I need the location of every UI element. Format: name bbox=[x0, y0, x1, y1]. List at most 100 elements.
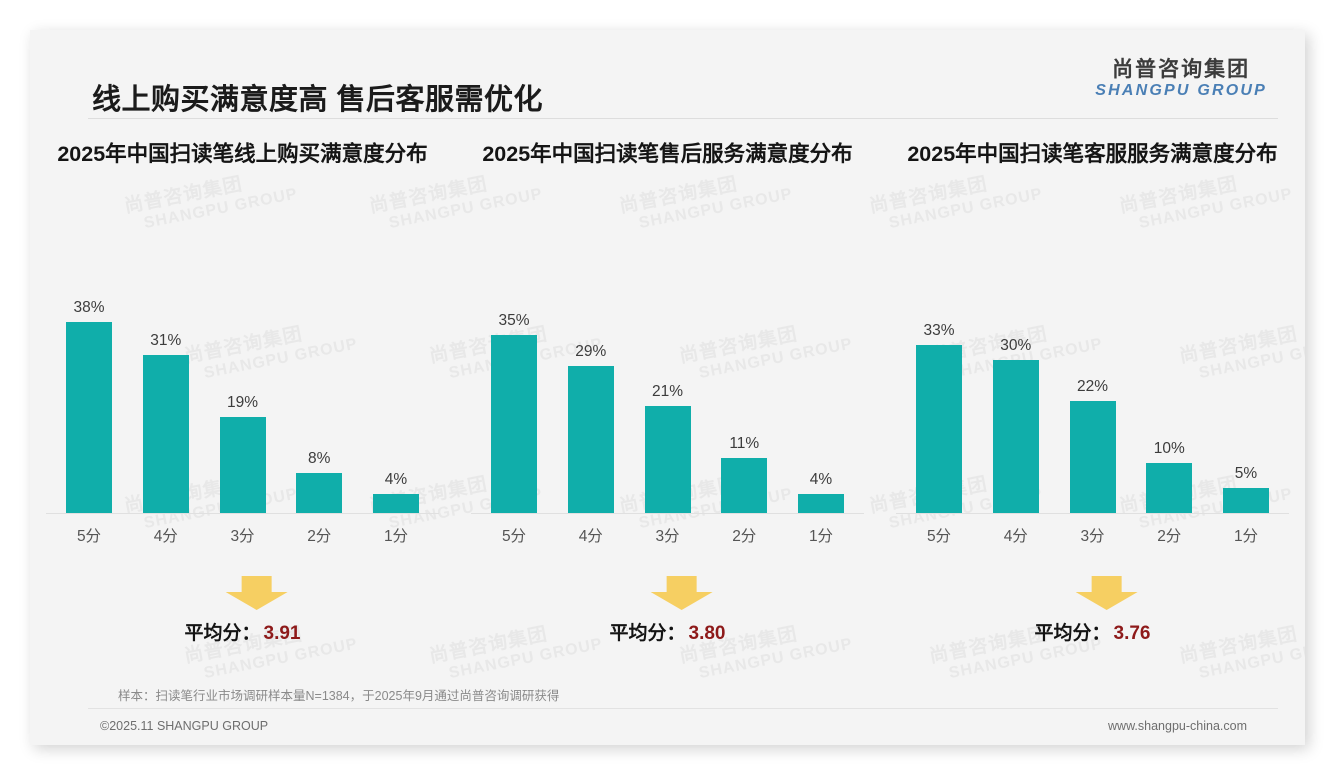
x-axis-tick-label: 4分 bbox=[578, 528, 603, 545]
average-score-label: 平均分： bbox=[1034, 623, 1111, 644]
bar-value-label: 19% bbox=[226, 394, 259, 411]
x-axis-line bbox=[46, 513, 439, 514]
bar-slot: 11% bbox=[707, 299, 781, 514]
slide-footer: ©2025.11 SHANGPU GROUP www.shangpu-china… bbox=[30, 716, 1305, 745]
bar-group: 35% 29% 21% 11% 4% bbox=[477, 299, 858, 514]
bar-value-label: 33% bbox=[923, 322, 955, 339]
footnote: 样本：扫读笔行业市场调研样本量N=1384，于2025年9月通过尚普咨询调研获得 bbox=[118, 689, 560, 703]
bar[interactable] bbox=[1069, 401, 1116, 514]
bar-slot: 35% bbox=[477, 299, 551, 514]
bar[interactable] bbox=[992, 360, 1039, 514]
bar-chart-plot: 33% 30% 22% 10% 5% 5分 4分 3分 2分 1分 bbox=[880, 254, 1305, 545]
bar-chart-plot: 38% 31% 19% 8% 4% 5分 4分 3分 2分 1分 bbox=[30, 254, 455, 545]
x-axis-line bbox=[896, 513, 1289, 514]
x-axis-tick-label: 3分 bbox=[230, 528, 255, 545]
bar-slot: 4% bbox=[784, 299, 858, 514]
logo-english-text: SHANGPU GROUP bbox=[1095, 82, 1267, 100]
bar-slot: 4% bbox=[359, 299, 433, 514]
copyright-text: ©2025.11 SHANGPU GROUP bbox=[100, 719, 269, 733]
bar-value-label: 4% bbox=[384, 471, 408, 488]
bar[interactable] bbox=[142, 355, 189, 514]
bar[interactable] bbox=[219, 417, 266, 514]
x-axis-tick-label: 1分 bbox=[1233, 528, 1259, 545]
bar-slot: 29% bbox=[554, 299, 628, 514]
chart-panel: 2025年中国扫读笔客服服务满意度分布 33% 30% 22% 10% 5% 5分 4分 3分 2… bbox=[880, 140, 1305, 658]
chart-title: 2025年中国扫读笔售后服务满意度分布 bbox=[482, 142, 853, 166]
x-axis-line bbox=[471, 513, 864, 514]
company-logo: 尚普咨询集团 SHANGPU GROUP bbox=[1095, 58, 1267, 101]
website-url[interactable]: www.shangpu-china.com bbox=[1108, 719, 1247, 733]
bar[interactable] bbox=[1146, 463, 1193, 514]
average-score-text: 平均分： 3.76 bbox=[1035, 618, 1151, 645]
slide-header: 线上购买满意度高 售后客服需优化 尚普咨询集团 SHANGPU GROUP bbox=[30, 30, 1305, 119]
x-axis-tick-label: 5分 bbox=[926, 528, 952, 545]
bar-value-label: 5% bbox=[1234, 465, 1258, 482]
average-score-text: 平均分： 3.80 bbox=[610, 618, 726, 645]
bar-slot: 38% bbox=[52, 299, 126, 514]
bar-slot: 22% bbox=[1056, 299, 1130, 514]
bar-value-label: 10% bbox=[1153, 440, 1185, 457]
down-arrow-icon bbox=[1075, 576, 1138, 610]
average-score-text: 平均分： 3.91 bbox=[185, 618, 301, 645]
bar-chart-plot: 35% 29% 21% 11% 4% 5分 4分 3分 2分 1分 bbox=[455, 254, 880, 545]
bar-slot: 33% bbox=[902, 299, 976, 514]
x-axis-tick-label: 3分 bbox=[1080, 528, 1105, 545]
bar[interactable] bbox=[798, 494, 844, 514]
header-divider bbox=[88, 118, 1278, 119]
down-arrow-icon bbox=[650, 576, 713, 610]
bar-value-label: 31% bbox=[150, 332, 182, 349]
bar-slot: 10% bbox=[1132, 299, 1206, 514]
bar[interactable] bbox=[721, 458, 768, 514]
chart-panel: 2025年中国扫读笔售后服务满意度分布 35% 29% 21% 11% 4% 5分 4分 3分 2… bbox=[455, 140, 880, 658]
x-axis-tick-label: 3分 bbox=[655, 528, 680, 545]
x-axis-tick-label: 2分 bbox=[732, 528, 757, 545]
bar-value-label: 35% bbox=[498, 312, 530, 329]
x-axis-tick-label: 1分 bbox=[383, 528, 409, 545]
average-score-value: 3.76 bbox=[1113, 623, 1151, 644]
bar-slot: 30% bbox=[979, 299, 1053, 514]
bar-group: 38% 31% 19% 8% 4% bbox=[52, 299, 433, 514]
bar[interactable] bbox=[916, 345, 962, 514]
bar-value-label: 21% bbox=[651, 383, 684, 400]
x-axis-tick-label: 2分 bbox=[307, 528, 332, 545]
chart-title: 2025年中国扫读笔客服服务满意度分布 bbox=[907, 142, 1278, 166]
bar-slot: 19% bbox=[206, 299, 280, 514]
down-arrow-icon bbox=[225, 576, 288, 610]
chart-panel: 2025年中国扫读笔线上购买满意度分布 38% 31% 19% 8% 4% 5分 4分 3分 2分… bbox=[30, 140, 455, 658]
bar[interactable] bbox=[567, 366, 614, 514]
bar[interactable] bbox=[296, 473, 343, 514]
bar[interactable] bbox=[491, 335, 537, 514]
footer-divider bbox=[88, 708, 1278, 709]
bar-value-label: 30% bbox=[1000, 337, 1032, 354]
slide-canvas: 尚普咨询集团 SHANGPU GROUP 尚普咨询集团 SHANGPU GROUP 尚普… bbox=[30, 30, 1305, 745]
bar-value-label: 8% bbox=[308, 450, 331, 467]
average-score-value: 3.91 bbox=[263, 623, 301, 644]
x-axis-tick-label: 4分 bbox=[1003, 528, 1028, 545]
bar-slot: 31% bbox=[129, 299, 203, 514]
bar[interactable] bbox=[1223, 488, 1269, 514]
bar[interactable] bbox=[644, 406, 691, 514]
average-score-block: 平均分： 3.76 bbox=[880, 576, 1305, 658]
bar-value-label: 22% bbox=[1076, 378, 1109, 395]
average-score-label: 平均分： bbox=[609, 623, 686, 644]
bar[interactable] bbox=[66, 322, 112, 514]
x-axis-labels: 5分 4分 3分 2分 1分 bbox=[52, 524, 433, 546]
bar-slot: 21% bbox=[631, 299, 705, 514]
charts-row: 2025年中国扫读笔线上购买满意度分布 38% 31% 19% 8% 4% 5分 4分 3分 2分… bbox=[30, 140, 1305, 658]
average-score-value: 3.80 bbox=[688, 623, 726, 644]
bar-value-label: 11% bbox=[729, 435, 760, 452]
x-axis-tick-label: 1分 bbox=[808, 528, 834, 545]
x-axis-tick-label: 4分 bbox=[153, 528, 178, 545]
bar-value-label: 29% bbox=[575, 343, 607, 360]
bar-value-label: 4% bbox=[809, 471, 833, 488]
average-score-block: 平均分： 3.80 bbox=[455, 576, 880, 658]
x-axis-labels: 5分 4分 3分 2分 1分 bbox=[477, 524, 858, 546]
page-title: 线上购买满意度高 售后客服需优化 bbox=[92, 84, 544, 116]
average-score-block: 平均分： 3.91 bbox=[30, 576, 455, 658]
logo-chinese-text: 尚普咨询集团 bbox=[1112, 58, 1251, 81]
bar-slot: 5% bbox=[1209, 299, 1283, 514]
bar-group: 33% 30% 22% 10% 5% bbox=[902, 299, 1283, 514]
bar[interactable] bbox=[373, 494, 419, 514]
bar-value-label: 38% bbox=[73, 299, 105, 316]
bar-slot: 8% bbox=[282, 299, 356, 514]
